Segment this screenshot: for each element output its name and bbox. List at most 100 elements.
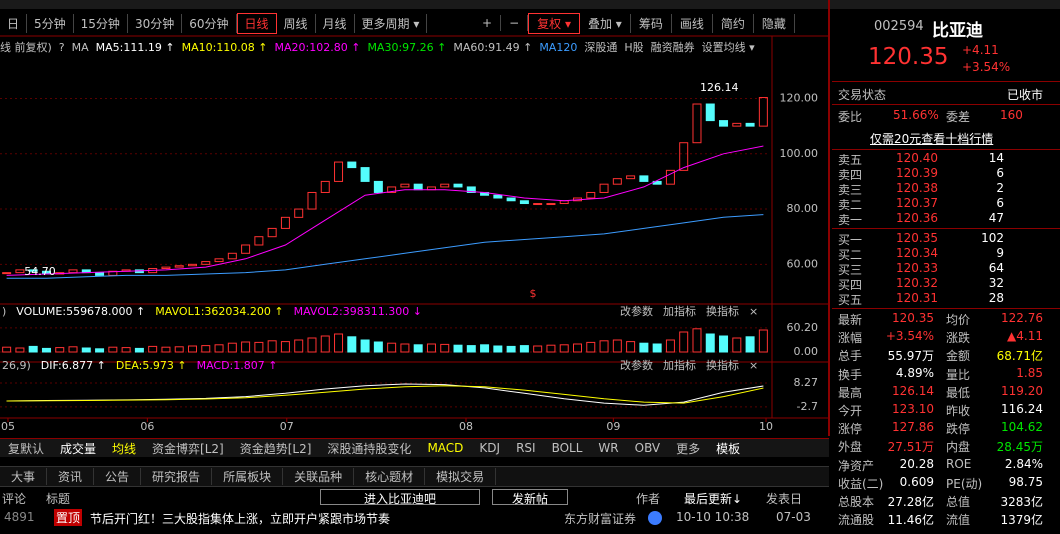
- indicator-tab[interactable]: KDJ: [479, 441, 501, 455]
- tool-button[interactable]: −: [501, 15, 529, 31]
- candle: [586, 191, 596, 199]
- candle: [214, 258, 224, 263]
- indicator-legend: ): [2, 305, 6, 318]
- indicator-button[interactable]: 改参数: [620, 304, 653, 318]
- volume-bar: [480, 344, 490, 353]
- volume-bar: [493, 345, 503, 353]
- candle: [506, 197, 516, 202]
- candle: [493, 194, 503, 199]
- forum-column[interactable]: 最后更新↓: [684, 492, 743, 506]
- chart-area: 60.00 80.00 100.00 120.00 126.14 54.70 $0.00 60…: [0, 0, 830, 436]
- candle: [68, 269, 78, 274]
- ma-item: H股: [624, 41, 644, 54]
- book-label: 买一: [838, 233, 863, 247]
- stat-label: 金额: [946, 349, 971, 364]
- volume-bar: [692, 328, 702, 353]
- period-tab[interactable]: 60分钟: [182, 13, 237, 33]
- tool-bar: + − 复权 ▾ 叠加 ▾ 筹码 画线 简约 隐藏: [474, 12, 795, 34]
- period-tab[interactable]: 15分钟: [74, 13, 128, 33]
- candle: [745, 122, 755, 127]
- period-tab[interactable]: 日: [0, 13, 28, 33]
- forum-column[interactable]: 作者: [636, 492, 661, 506]
- indicator-tab[interactable]: 资金趋势[L2]: [239, 441, 312, 456]
- tool-button[interactable]: 筹码: [631, 13, 672, 33]
- tool-button[interactable]: 叠加 ▾: [580, 13, 631, 33]
- indicator-tab[interactable]: 更多: [676, 441, 701, 456]
- info-tab[interactable]: 模拟交易: [425, 468, 497, 485]
- book-price: 120.33: [896, 261, 938, 275]
- book-price: 120.34: [896, 246, 938, 260]
- book-volume: 47: [988, 211, 1004, 225]
- candle: [15, 269, 25, 274]
- info-tab[interactable]: 研究报告: [141, 468, 213, 485]
- info-tab[interactable]: 公告: [94, 468, 142, 485]
- indicator-tab[interactable]: 模板: [716, 441, 741, 456]
- stat-label: 今开: [838, 404, 863, 418]
- indicator-button[interactable]: ×: [749, 359, 758, 372]
- info-tab[interactable]: 核心题材: [354, 468, 426, 485]
- indicator-button[interactable]: ×: [749, 305, 758, 318]
- stat-label: 最低: [946, 385, 971, 400]
- info-tab[interactable]: 关联品种: [283, 468, 355, 485]
- indicator-button[interactable]: 换指标: [706, 358, 739, 372]
- forum-button[interactable]: 进入比亚迪吧: [320, 489, 480, 506]
- period-tab[interactable]: 5分钟: [27, 13, 74, 33]
- stat-value: 0.609: [899, 474, 934, 489]
- indicator-tab[interactable]: WR: [598, 441, 619, 455]
- indicator-legend: DEA:5.973 ↑: [116, 359, 187, 372]
- y-tick-label: 80.00: [787, 202, 819, 215]
- indicator-button[interactable]: 加指标: [663, 358, 696, 372]
- tool-button[interactable]: 画线: [672, 13, 713, 33]
- stock-code: 002594: [874, 19, 924, 34]
- indicator-button[interactable]: 改参数: [620, 358, 653, 372]
- tool-button[interactable]: 隐藏: [754, 13, 795, 33]
- post-title[interactable]: 节后开门红！三大股指集体上涨，立即开户紧跟市场节奏: [90, 512, 391, 526]
- indicator-tab[interactable]: 资金博弈[L2]: [152, 441, 224, 456]
- candle: [692, 103, 702, 144]
- period-tab[interactable]: 周线: [277, 13, 316, 33]
- indicator-button[interactable]: 换指标: [706, 304, 739, 318]
- period-tab[interactable]: 更多周期 ▾: [355, 13, 428, 33]
- period-tab[interactable]: 日线: [236, 12, 277, 34]
- indicator-tab[interactable]: MACD: [427, 441, 464, 455]
- candle: [254, 236, 264, 246]
- post-updated: 10-10 10:38: [676, 510, 750, 524]
- candle: [612, 178, 622, 185]
- info-tab[interactable]: 资讯: [47, 468, 95, 485]
- indicator-tab[interactable]: RSI: [516, 441, 536, 455]
- indicator-tab[interactable]: 复默认: [8, 441, 45, 456]
- indicator-button[interactable]: 加指标: [663, 304, 696, 318]
- volume-bar: [41, 347, 51, 353]
- x-tick-label: 08: [459, 420, 473, 433]
- upgrade-link[interactable]: 仅需20元查看十档行情: [870, 132, 994, 146]
- tool-button[interactable]: +: [474, 15, 502, 31]
- stat-label: 总股本: [838, 495, 875, 509]
- indicator-legend: DIF:6.877 ↑: [41, 359, 106, 372]
- indicator-tab[interactable]: 均线: [112, 441, 137, 456]
- forum-button[interactable]: 发新帖: [492, 489, 568, 506]
- indicator-tab[interactable]: OBV: [634, 441, 661, 455]
- period-tab[interactable]: 月线: [316, 13, 355, 33]
- indicator-tab[interactable]: BOLL: [551, 441, 583, 455]
- candle: [387, 186, 397, 193]
- indicator-tab[interactable]: 深股通持股变化: [327, 441, 412, 456]
- stat-label: 量比: [946, 367, 971, 382]
- y-tick-label: 0.00: [794, 345, 819, 358]
- period-tab[interactable]: 30分钟: [128, 13, 183, 33]
- volume-bar: [705, 333, 715, 353]
- stat-label: 最新: [838, 313, 863, 327]
- info-tab[interactable]: 大事: [0, 468, 48, 485]
- volume-bar: [745, 336, 755, 353]
- book-price: 120.36: [896, 211, 938, 225]
- forum-column[interactable]: 发表日: [766, 492, 803, 506]
- tool-button[interactable]: 复权 ▾: [528, 12, 580, 34]
- candle: [599, 183, 609, 193]
- info-tab[interactable]: 所属板块: [212, 468, 284, 485]
- book-volume: 32: [988, 276, 1004, 290]
- y-tick-label: 8.27: [794, 376, 819, 389]
- x-tick-label: 09: [606, 420, 620, 433]
- stat-label: 涨幅: [838, 331, 863, 346]
- tool-button[interactable]: 简约: [713, 13, 754, 33]
- ma-item: 线 前复权): [0, 41, 52, 54]
- indicator-tab[interactable]: 成交量: [60, 441, 97, 456]
